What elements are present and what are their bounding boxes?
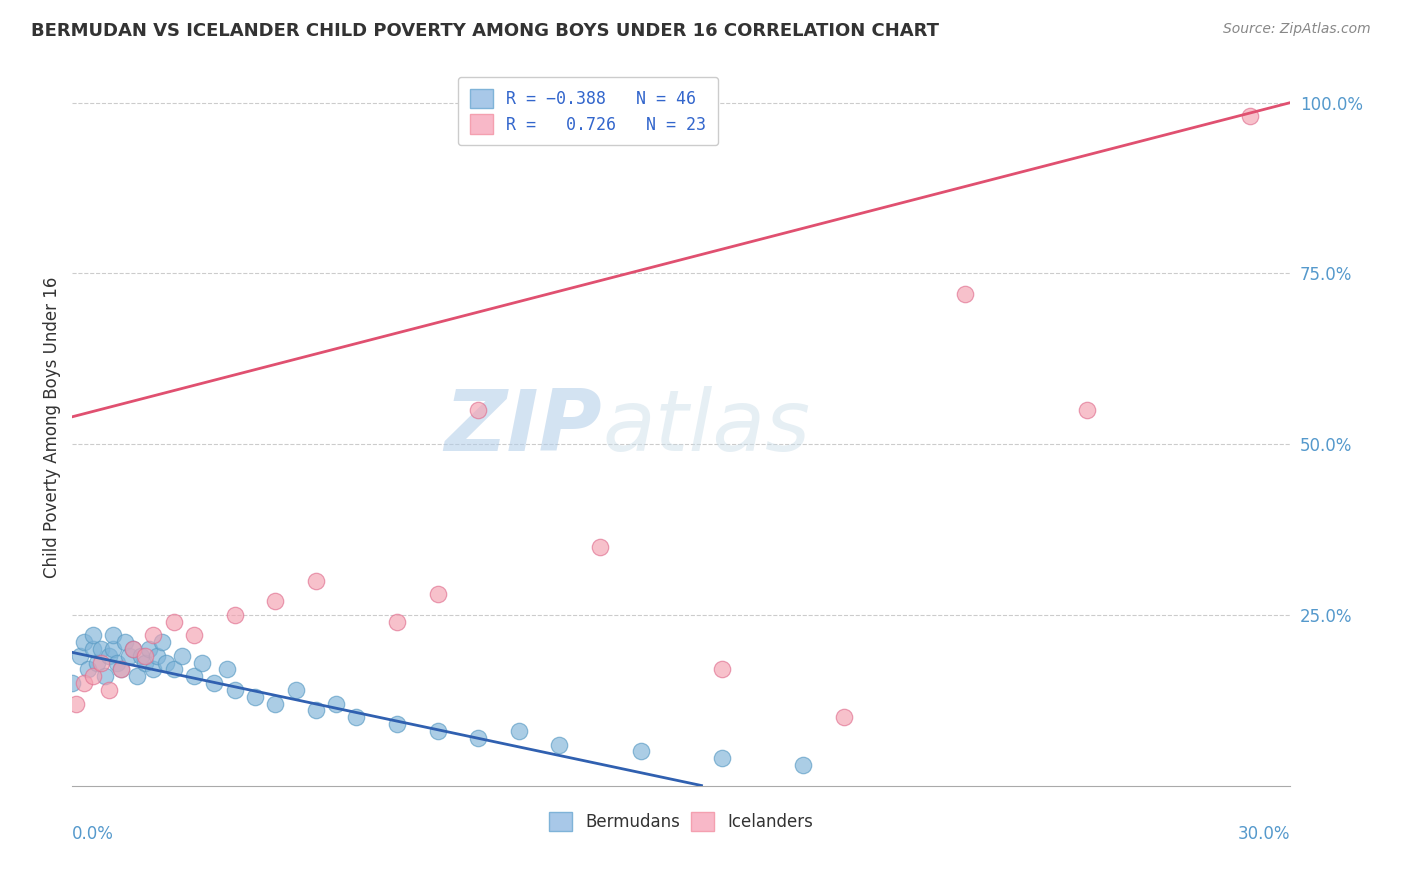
Point — [134, 656, 156, 670]
Point — [264, 697, 287, 711]
Point — [426, 587, 449, 601]
Point — [146, 648, 169, 663]
Text: ZIP: ZIP — [444, 385, 602, 468]
Point — [385, 717, 408, 731]
Point — [60, 676, 83, 690]
Text: atlas: atlas — [602, 385, 810, 468]
Point — [630, 744, 652, 758]
Point — [93, 669, 115, 683]
Point — [832, 710, 855, 724]
Point — [305, 574, 328, 588]
Point — [325, 697, 347, 711]
Y-axis label: Child Poverty Among Boys Under 16: Child Poverty Among Boys Under 16 — [44, 277, 60, 578]
Point — [215, 663, 238, 677]
Point — [101, 642, 124, 657]
Point — [129, 648, 152, 663]
Point — [224, 607, 246, 622]
Point — [202, 676, 225, 690]
Point — [82, 642, 104, 657]
Point — [243, 690, 266, 704]
Text: 30.0%: 30.0% — [1237, 825, 1291, 843]
Point — [138, 642, 160, 657]
Point — [163, 615, 186, 629]
Point — [82, 669, 104, 683]
Point — [1239, 109, 1261, 123]
Point — [191, 656, 214, 670]
Point — [1076, 403, 1098, 417]
Point — [97, 648, 120, 663]
Point — [467, 403, 489, 417]
Point — [118, 648, 141, 663]
Point — [142, 663, 165, 677]
Point — [467, 731, 489, 745]
Point — [127, 669, 149, 683]
Point — [73, 676, 96, 690]
Point — [155, 656, 177, 670]
Point — [508, 723, 530, 738]
Point — [73, 635, 96, 649]
Point — [163, 663, 186, 677]
Point — [114, 635, 136, 649]
Point — [110, 663, 132, 677]
Point — [110, 663, 132, 677]
Point — [426, 723, 449, 738]
Point — [90, 642, 112, 657]
Point — [224, 682, 246, 697]
Point — [183, 669, 205, 683]
Text: BERMUDAN VS ICELANDER CHILD POVERTY AMONG BOYS UNDER 16 CORRELATION CHART: BERMUDAN VS ICELANDER CHILD POVERTY AMON… — [31, 22, 939, 40]
Point — [710, 751, 733, 765]
Point — [170, 648, 193, 663]
Point — [710, 663, 733, 677]
Point — [305, 703, 328, 717]
Point — [69, 648, 91, 663]
Point — [955, 286, 977, 301]
Legend: Bermudans, Icelanders: Bermudans, Icelanders — [543, 805, 820, 838]
Point — [589, 540, 612, 554]
Point — [65, 697, 87, 711]
Point — [142, 628, 165, 642]
Point — [284, 682, 307, 697]
Point — [792, 758, 814, 772]
Point — [183, 628, 205, 642]
Text: 0.0%: 0.0% — [72, 825, 114, 843]
Point — [385, 615, 408, 629]
Point — [264, 594, 287, 608]
Point — [82, 628, 104, 642]
Point — [344, 710, 367, 724]
Point — [86, 656, 108, 670]
Point — [150, 635, 173, 649]
Point — [90, 656, 112, 670]
Text: Source: ZipAtlas.com: Source: ZipAtlas.com — [1223, 22, 1371, 37]
Point — [97, 682, 120, 697]
Point — [122, 642, 145, 657]
Point — [548, 738, 571, 752]
Point — [134, 648, 156, 663]
Point — [122, 642, 145, 657]
Point — [77, 663, 100, 677]
Point — [105, 656, 128, 670]
Point — [101, 628, 124, 642]
